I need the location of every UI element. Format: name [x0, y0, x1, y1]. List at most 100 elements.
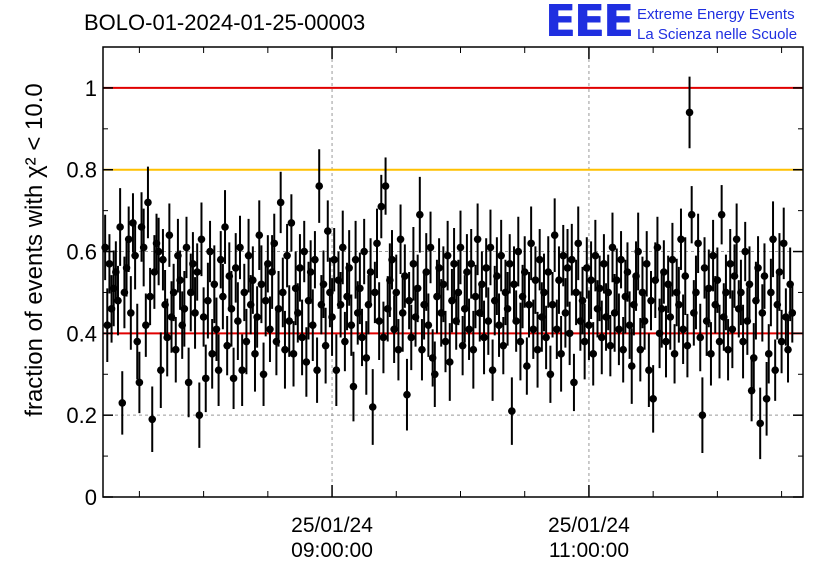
data-point	[283, 251, 291, 260]
data-point	[154, 247, 163, 256]
data-point	[458, 341, 467, 350]
y-axis-label: fraction of events with χ² < 10.0	[21, 83, 48, 416]
run-title: BOLO-01-2024-01-25-00003	[84, 10, 366, 35]
data-point	[257, 280, 266, 289]
data-point	[578, 296, 587, 305]
data-point	[323, 227, 332, 235]
data-point	[338, 243, 347, 252]
data-point	[285, 317, 294, 325]
data-point	[493, 272, 501, 280]
data-point	[529, 325, 538, 334]
data-point	[465, 325, 473, 334]
data-point	[193, 268, 201, 276]
data-point	[219, 292, 227, 301]
data-point	[242, 337, 251, 346]
data-point	[471, 292, 480, 301]
data-point	[619, 345, 627, 354]
data-point	[660, 268, 668, 276]
data-point	[582, 264, 591, 272]
data-point	[238, 366, 246, 374]
axis-ticks	[103, 46, 803, 498]
data-point	[758, 309, 767, 317]
data-point	[760, 272, 769, 280]
data-point	[302, 358, 311, 366]
data-point	[163, 333, 172, 342]
data-point	[377, 202, 386, 211]
data-point	[308, 321, 317, 329]
data-point	[401, 272, 409, 280]
data-point	[159, 255, 167, 264]
data-point	[542, 333, 550, 342]
data-point	[675, 300, 683, 309]
data-point	[615, 325, 623, 334]
data-point	[191, 309, 199, 317]
data-point	[435, 264, 443, 272]
data-point	[533, 345, 542, 354]
data-point	[608, 243, 617, 252]
data-point	[409, 260, 418, 268]
data-point	[255, 231, 264, 239]
data-point	[779, 239, 788, 248]
data-point	[139, 243, 148, 252]
logo-subtitle-line-2: La Scienza nelle Scuole	[637, 26, 798, 43]
data-point	[439, 280, 448, 289]
data-point	[685, 108, 694, 117]
data-point	[634, 247, 642, 256]
data-point	[705, 284, 713, 293]
data-point	[328, 313, 336, 321]
data-point	[717, 210, 726, 219]
data-point	[231, 264, 240, 272]
data-point	[351, 255, 360, 264]
x-tick-date-label: 25/01/24	[548, 514, 630, 537]
data-point	[469, 345, 478, 354]
data-point	[392, 288, 401, 297]
eee-logo-mark: EEE	[545, 0, 633, 47]
data-point	[767, 288, 775, 297]
data-point	[591, 251, 600, 260]
data-point	[405, 296, 413, 305]
data-point	[467, 260, 475, 268]
data-point	[244, 251, 253, 260]
data-point	[561, 309, 570, 317]
data-point	[647, 296, 655, 305]
data-point	[266, 325, 274, 334]
data-point	[142, 321, 150, 329]
data-point	[482, 264, 490, 272]
data-point	[373, 239, 381, 248]
data-point	[358, 333, 366, 342]
data-point	[371, 288, 379, 297]
data-point	[332, 366, 341, 374]
data-point	[512, 317, 520, 325]
data-point	[713, 276, 722, 284]
data-point	[625, 321, 634, 329]
data-point	[210, 280, 219, 289]
data-point	[133, 337, 142, 346]
data-point	[546, 370, 555, 379]
data-point	[499, 341, 508, 350]
data-point	[617, 255, 625, 264]
data-point	[422, 268, 431, 276]
data-point	[360, 247, 368, 256]
data-point	[612, 276, 621, 284]
data-point	[416, 210, 424, 219]
data-point	[103, 321, 112, 329]
x-tick-time-label: 11:00:00	[549, 539, 629, 562]
y-tick-label: 0.4	[66, 321, 97, 346]
data-point	[169, 288, 178, 297]
data-point	[696, 333, 705, 342]
data-point	[171, 345, 180, 354]
data-point	[728, 325, 737, 334]
data-point	[403, 390, 411, 399]
data-point	[715, 337, 724, 346]
data-point	[146, 292, 154, 301]
data-point	[118, 399, 127, 407]
data-point	[700, 264, 709, 272]
data-point	[681, 272, 690, 280]
data-point	[379, 333, 388, 342]
data-point	[520, 268, 529, 276]
data-point	[204, 296, 212, 305]
data-point	[156, 366, 165, 374]
data-point	[585, 321, 593, 329]
data-point	[683, 341, 692, 350]
y-tick-label: 0.2	[66, 403, 97, 428]
